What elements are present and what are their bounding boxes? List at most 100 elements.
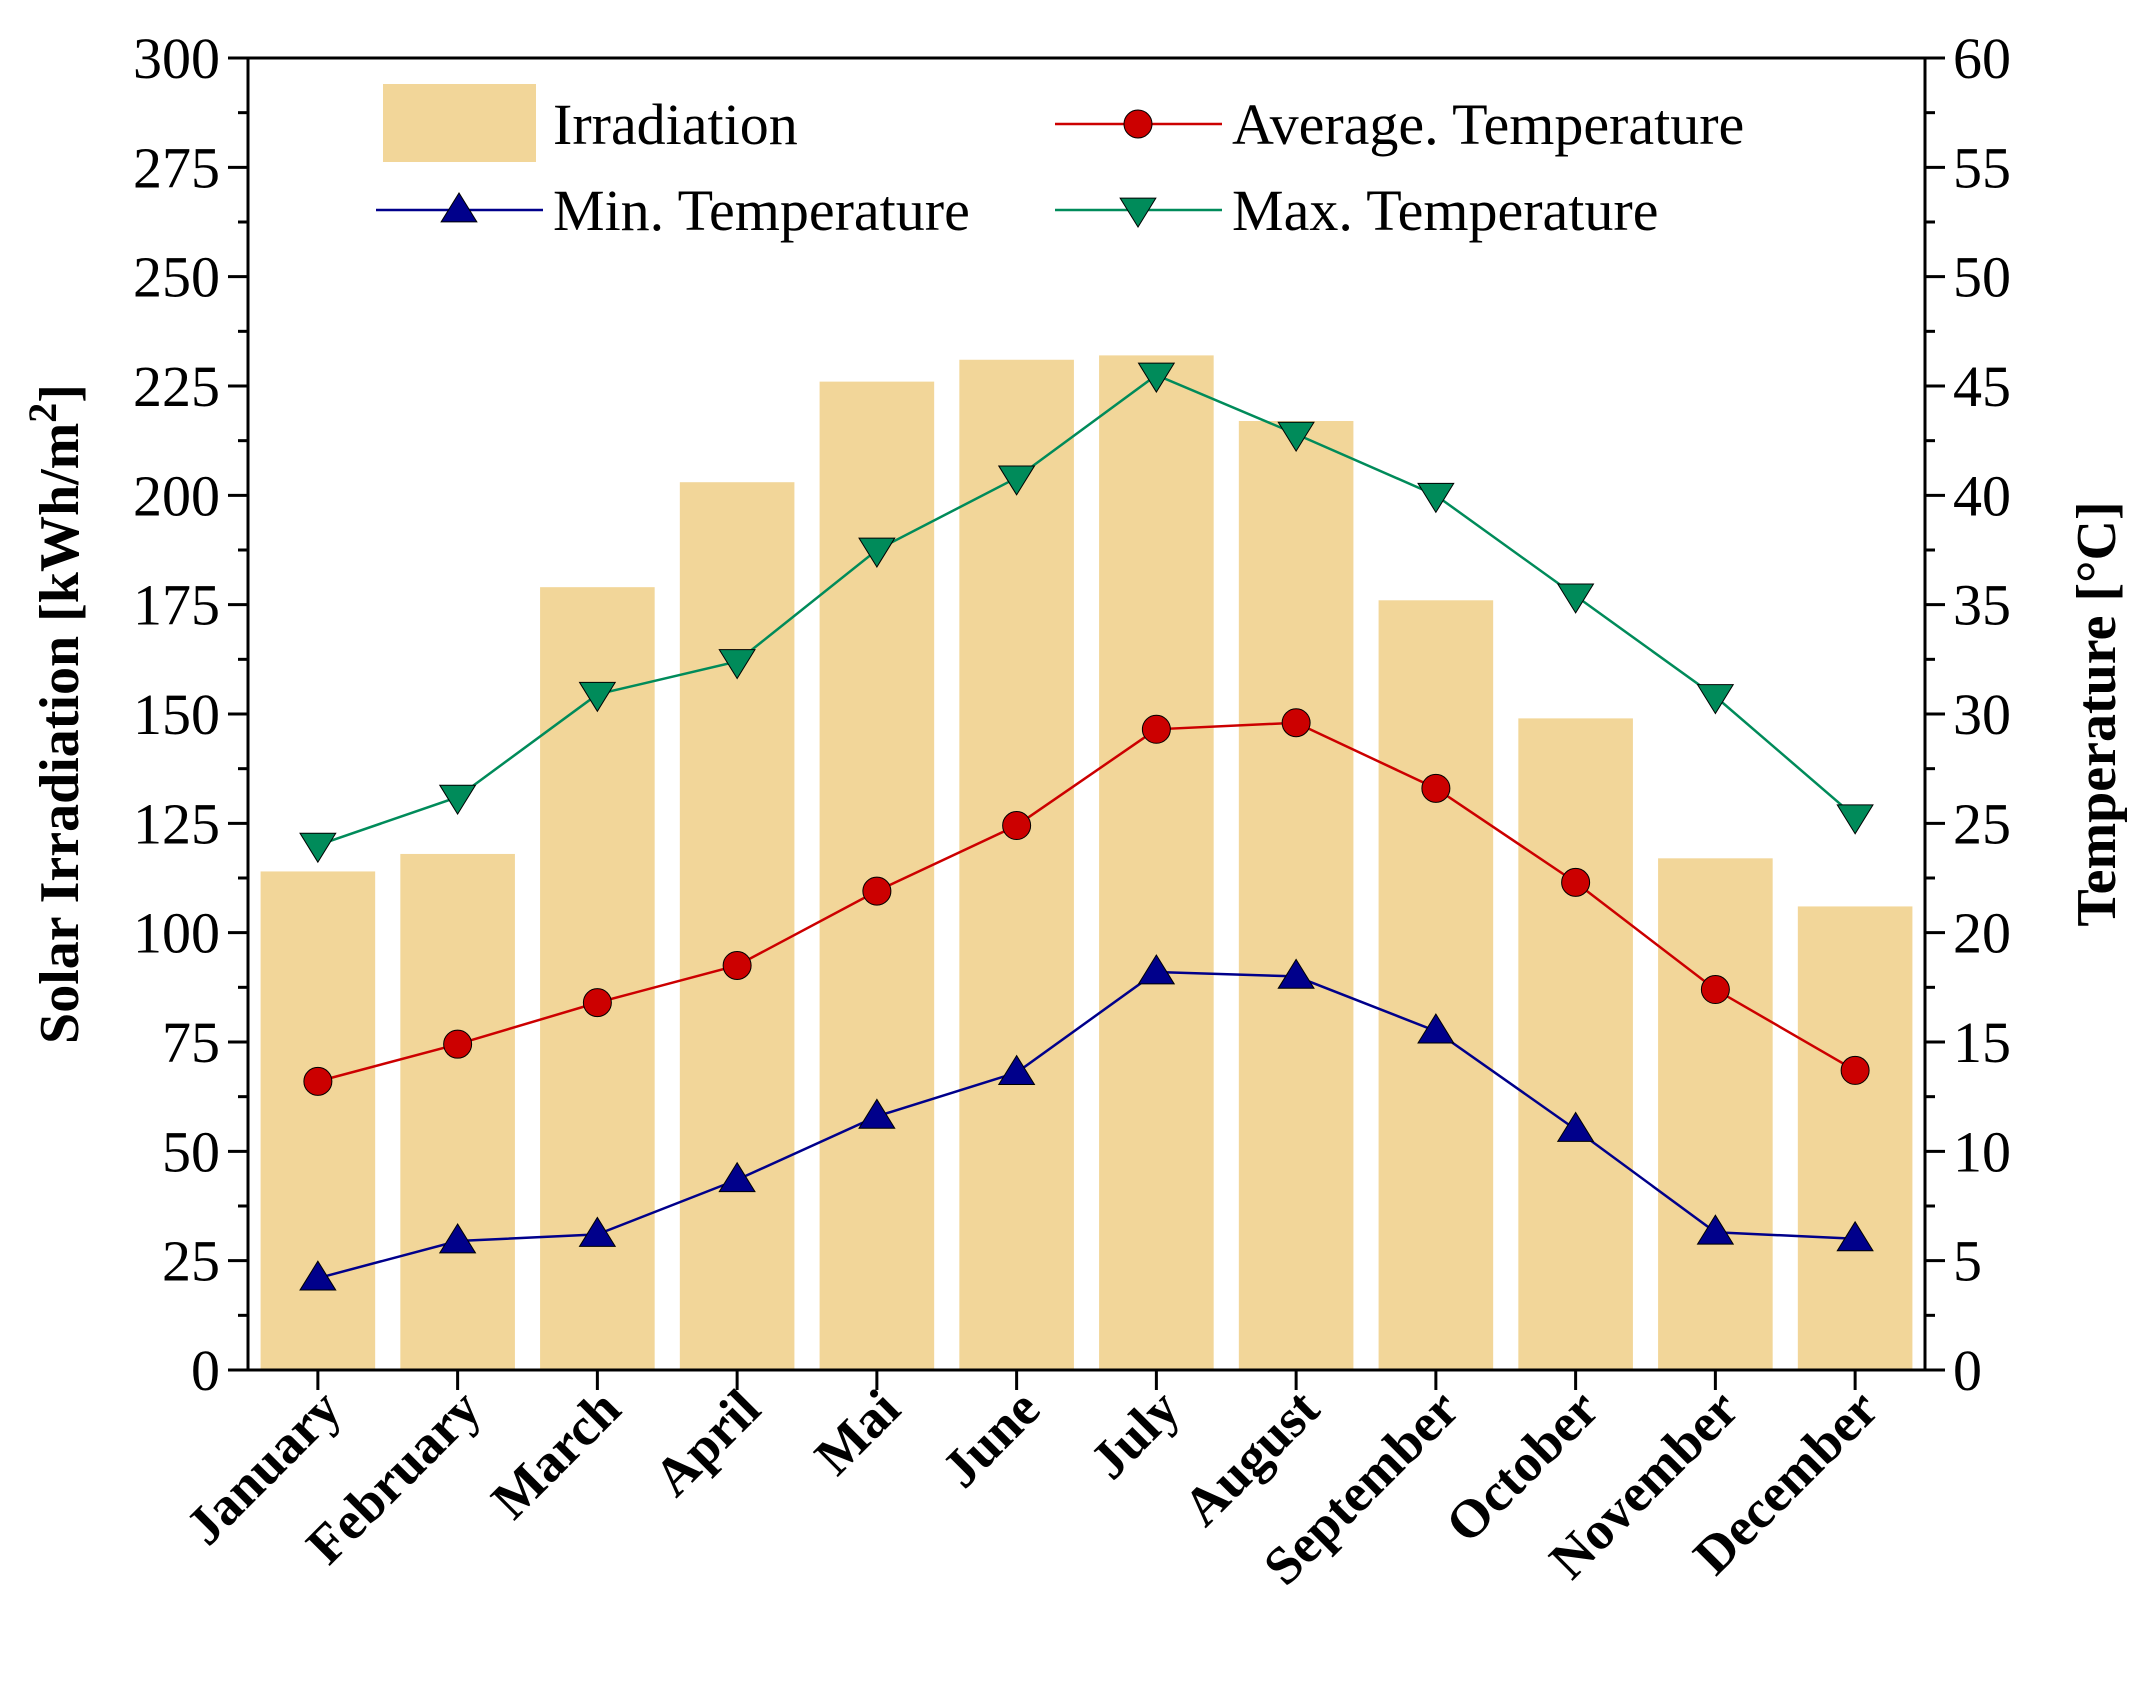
point-average-temperature-july: [1141, 714, 1171, 744]
right-tick-label: 60: [1953, 26, 2011, 91]
left-tick-label: 50: [162, 1119, 220, 1184]
bar-september: [1378, 600, 1494, 1370]
bar-april: [679, 482, 795, 1370]
right-tick-label: 45: [1953, 354, 2011, 419]
legend-entry-min-temperature: Min. Temperature: [376, 178, 970, 243]
left-tick-label: 125: [133, 791, 220, 856]
line-series-min-temperature: [299, 954, 1874, 1291]
legend-entry-irradiation: Irradiation: [383, 84, 798, 162]
right-tick-label: 25: [1953, 791, 2011, 856]
legend-swatch-irradiation: [383, 84, 536, 162]
point-average-temperature-september: [1421, 773, 1451, 803]
left-tick-label: 0: [191, 1338, 220, 1403]
point-min-temperature-august: [1277, 958, 1315, 989]
x-tick-label-july: July: [1078, 1378, 1190, 1490]
legend-label-max-temperature: Max. Temperature: [1232, 178, 1658, 243]
point-min-temperature-september: [1417, 1013, 1455, 1044]
bar-october: [1518, 718, 1633, 1370]
point-min-temperature-mai: [858, 1098, 896, 1129]
left-axis-title: Solar Irradiation [kWh/m2]: [20, 384, 91, 1044]
point-max-temperature-march: [578, 681, 617, 713]
point-min-temperature-october: [1556, 1111, 1595, 1142]
legend-label-min-temperature: Min. Temperature: [553, 178, 970, 243]
line-series-max-temperature: [299, 362, 1874, 864]
point-average-temperature-august: [1281, 708, 1311, 738]
left-tick-label: 150: [133, 682, 220, 747]
point-max-temperature-june: [997, 465, 1036, 496]
legend-marker-max-temperature: [1119, 197, 1157, 228]
bar-november: [1658, 858, 1773, 1370]
left-tick-label: 225: [133, 354, 220, 419]
point-max-temperature-january: [299, 832, 337, 864]
point-average-temperature-november: [1700, 975, 1730, 1005]
right-tick-label: 55: [1953, 135, 2011, 200]
legend-marker-average-temperature: [1123, 109, 1153, 139]
point-min-temperature-july: [1137, 954, 1176, 985]
bar-june: [959, 359, 1074, 1370]
legend-entry-average-temperature: Average. Temperature: [1055, 92, 1744, 157]
point-average-temperature-march: [582, 988, 612, 1018]
left-tick-label: 100: [133, 901, 220, 966]
point-average-temperature-october: [1561, 867, 1591, 897]
point-min-temperature-december: [1836, 1220, 1874, 1252]
line-min-temperature: [317, 970, 1856, 1280]
point-average-temperature-mai: [862, 876, 892, 906]
point-min-temperature-january: [299, 1260, 337, 1291]
legend-label-average-temperature: Average. Temperature: [1232, 92, 1744, 157]
legend: Irradiation Average. Temperature Min. Temp…: [376, 84, 1744, 243]
point-min-temperature-april: [718, 1161, 756, 1193]
x-tick-label-april: April: [642, 1378, 771, 1507]
point-max-temperature-december: [1836, 804, 1874, 835]
point-max-temperature-february: [438, 784, 477, 816]
point-max-temperature-august: [1277, 421, 1315, 453]
point-max-temperature-july: [1137, 362, 1176, 394]
bar-series-irradiation: [260, 355, 1913, 1370]
bar-january: [260, 871, 376, 1370]
right-tick-label: 50: [1953, 245, 2011, 310]
point-max-temperature-september: [1417, 482, 1455, 514]
line-series-group: [299, 362, 1874, 1291]
left-tick-label: 200: [133, 463, 220, 528]
point-min-temperature-june: [997, 1054, 1036, 1086]
point-average-temperature-february: [443, 1029, 473, 1059]
line-average-temperature: [317, 721, 1856, 1083]
bar-august: [1238, 420, 1354, 1370]
point-average-temperature-january: [303, 1066, 333, 1096]
x-tick-label-june: June: [930, 1378, 1051, 1499]
point-average-temperature-june: [1002, 811, 1032, 841]
right-tick-label: 5: [1953, 1229, 1982, 1294]
right-tick-label: 35: [1953, 573, 2011, 638]
point-min-temperature-november: [1696, 1214, 1735, 1245]
left-tick-label: 250: [133, 245, 220, 310]
line-max-temperature: [317, 373, 1856, 847]
line-series-average-temperature: [303, 708, 1870, 1096]
right-tick-label: 15: [1953, 1010, 2011, 1075]
bar-july: [1099, 355, 1214, 1370]
point-average-temperature-december: [1840, 1055, 1870, 1085]
right-tick-label: 20: [1953, 901, 2011, 966]
right-axis-title: Temperature [°C]: [2066, 501, 2128, 926]
point-min-temperature-march: [578, 1216, 617, 1247]
right-tick-label: 0: [1953, 1338, 1982, 1403]
x-tick-label-mai: Mai: [803, 1378, 911, 1486]
bar-december: [1797, 906, 1913, 1370]
point-average-temperature-april: [722, 950, 752, 980]
legend-label-irradiation: Irradiation: [553, 92, 798, 157]
left-tick-label: 25: [162, 1229, 220, 1294]
right-tick-label: 30: [1953, 682, 2011, 747]
left-tick-label: 300: [133, 26, 220, 91]
right-tick-label: 40: [1953, 463, 2011, 528]
point-min-temperature-february: [438, 1223, 477, 1254]
point-max-temperature-november: [1696, 684, 1735, 715]
right-tick-label: 10: [1953, 1119, 2011, 1184]
bar-february: [400, 853, 515, 1370]
point-max-temperature-mai: [858, 537, 896, 568]
left-tick-label: 175: [133, 573, 220, 638]
left-tick-label: 75: [162, 1010, 220, 1075]
x-tick-label-march: March: [480, 1378, 632, 1530]
legend-marker-min-temperature: [440, 192, 478, 223]
point-max-temperature-october: [1556, 583, 1595, 614]
point-max-temperature-april: [718, 649, 756, 680]
legend-entry-max-temperature: Max. Temperature: [1055, 178, 1658, 243]
